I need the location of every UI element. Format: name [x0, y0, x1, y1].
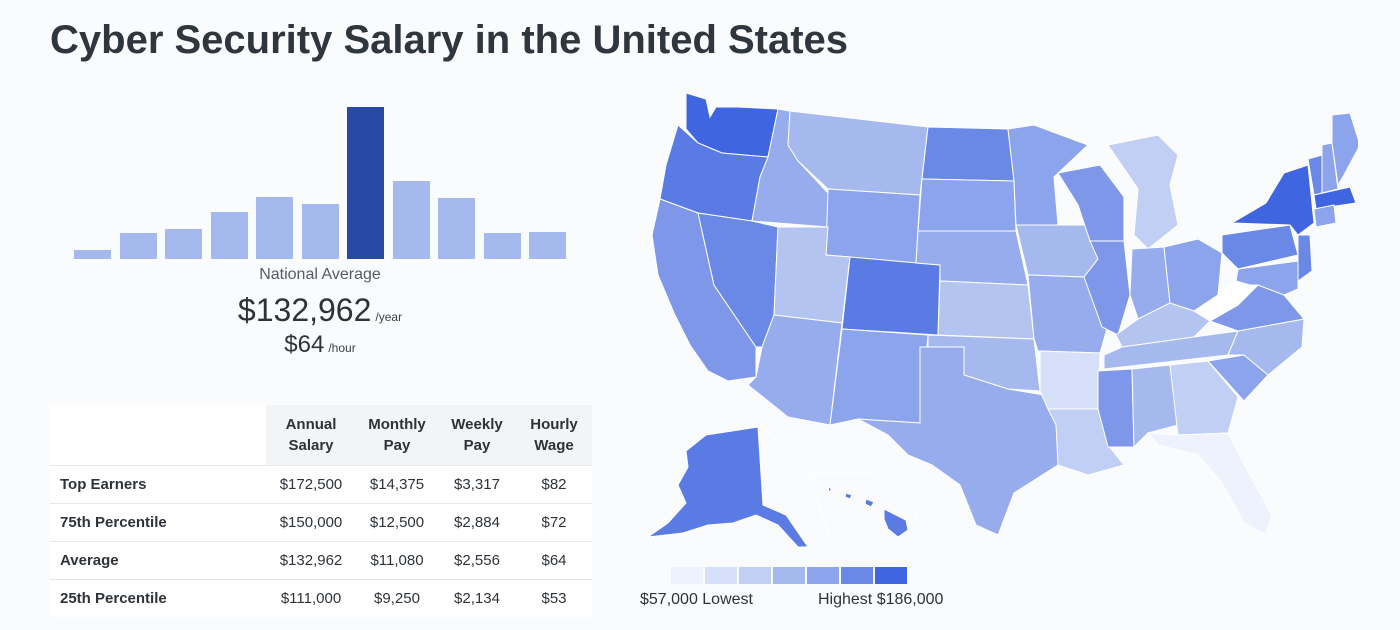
- histogram-bar: [256, 197, 293, 259]
- annual-salary-value: $132,962: [237, 292, 372, 328]
- legend-swatch: [807, 567, 839, 584]
- pennsylvania-state[interactable]: [1221, 224, 1299, 270]
- histogram-bar: [438, 198, 475, 259]
- us-salary-map: [640, 92, 1358, 554]
- cell-weekly: $2,134: [438, 579, 516, 617]
- cell-annual: $132,962: [266, 541, 356, 580]
- legend-swatch: [705, 567, 737, 584]
- texas-state[interactable]: [857, 346, 1059, 536]
- south-dakota-state[interactable]: [917, 178, 1017, 232]
- legend-high-label: Highest $186,000: [818, 591, 944, 608]
- legend-swatch: [841, 567, 873, 584]
- massachusetts-state[interactable]: [1313, 186, 1357, 210]
- row-label: 75th Percentile: [50, 503, 266, 542]
- alaska-shape[interactable]: [647, 426, 809, 548]
- cell-annual: $111,000: [266, 579, 356, 617]
- histogram-bar: [347, 107, 384, 259]
- national-average-label: National Average: [259, 266, 381, 283]
- florida-state[interactable]: [1146, 432, 1273, 536]
- cell-annual: $150,000: [266, 503, 356, 542]
- cell-monthly: $11,080: [356, 541, 438, 580]
- mississippi-state[interactable]: [1097, 368, 1135, 448]
- table-header-hourly: Hourly Wage: [516, 405, 592, 466]
- cell-weekly: $3,317: [438, 465, 516, 504]
- georgia-state[interactable]: [1169, 360, 1239, 436]
- new-hampshire-state[interactable]: [1321, 142, 1339, 194]
- histogram-bar: [74, 250, 111, 259]
- histogram-bar: [119, 233, 157, 259]
- legend-low-label: $57,000 Lowest: [640, 591, 753, 608]
- annual-unit: /year: [375, 310, 403, 324]
- row-label: 25th Percentile: [50, 579, 266, 617]
- hawaii-shape[interactable]: [827, 486, 909, 538]
- histogram-bar: [210, 212, 248, 259]
- maine-state[interactable]: [1331, 112, 1358, 187]
- row-label: Average: [50, 541, 266, 580]
- cell-monthly: $12,500: [356, 503, 438, 542]
- connecticut-state[interactable]: [1313, 204, 1337, 228]
- hourly-unit: /hour: [328, 341, 356, 355]
- table-header-blank: [50, 405, 266, 466]
- cell-hourly: $53: [516, 579, 592, 617]
- new-mexico-state[interactable]: [829, 328, 929, 426]
- legend-swatch: [739, 567, 771, 584]
- table-header-weekly: Weekly Pay: [438, 405, 516, 466]
- cell-hourly: $64: [516, 541, 592, 580]
- michigan-state[interactable]: [1107, 134, 1179, 250]
- north-dakota-state[interactable]: [921, 126, 1015, 182]
- colorado-state[interactable]: [841, 256, 941, 336]
- salary-table: Annual Salary Monthly Pay Weekly Pay Hou…: [50, 405, 592, 617]
- map-legend: [671, 567, 907, 584]
- table-row: Average $132,962 $11,080 $2,556 $64: [50, 541, 592, 580]
- cell-weekly: $2,556: [438, 541, 516, 580]
- table-header-annual: Annual Salary: [266, 405, 356, 466]
- iowa-state[interactable]: [1015, 224, 1099, 278]
- histogram-bar: [529, 232, 566, 259]
- kansas-state[interactable]: [937, 280, 1035, 340]
- histogram-bar: [392, 181, 430, 259]
- table-header-monthly: Monthly Pay: [356, 405, 438, 466]
- cell-monthly: $14,375: [356, 465, 438, 504]
- histogram-bar: [301, 204, 339, 259]
- cell-hourly: $82: [516, 465, 592, 504]
- alabama-state[interactable]: [1131, 364, 1179, 449]
- cell-hourly: $72: [516, 503, 592, 542]
- national-hourly: $64/hour: [70, 331, 570, 359]
- legend-swatch: [773, 567, 805, 584]
- legend-swatch: [875, 567, 907, 584]
- hawaii-inset-border: [807, 472, 918, 553]
- cell-weekly: $2,884: [438, 503, 516, 542]
- minnesota-state[interactable]: [1007, 124, 1089, 226]
- cell-monthly: $9,250: [356, 579, 438, 617]
- histogram-bar: [483, 233, 521, 259]
- hourly-wage-value: $64: [284, 331, 325, 358]
- legend-swatch: [671, 567, 703, 584]
- alaska-inset-border: [640, 417, 837, 554]
- table-header-row: Annual Salary Monthly Pay Weekly Pay Hou…: [50, 405, 592, 466]
- table-row: Top Earners $172,500 $14,375 $3,317 $82: [50, 465, 592, 504]
- table-row: 75th Percentile $150,000 $12,500 $2,884 …: [50, 503, 592, 542]
- new-jersey-state[interactable]: [1297, 234, 1313, 282]
- arkansas-state[interactable]: [1039, 350, 1101, 410]
- arizona-state[interactable]: [747, 314, 843, 426]
- histogram-bar: [165, 229, 202, 259]
- national-annual: $132,962/year: [70, 292, 570, 329]
- table-row: 25th Percentile $111,000 $9,250 $2,134 $…: [50, 579, 592, 617]
- wyoming-state[interactable]: [825, 188, 921, 264]
- row-label: Top Earners: [50, 465, 266, 504]
- salary-histogram: [74, 100, 566, 259]
- maryland-state[interactable]: [1235, 260, 1299, 296]
- new-york-state[interactable]: [1230, 164, 1315, 236]
- cell-annual: $172,500: [266, 465, 356, 504]
- page-title: Cyber Security Salary in the United Stat…: [50, 18, 849, 62]
- illinois-state[interactable]: [1083, 240, 1131, 336]
